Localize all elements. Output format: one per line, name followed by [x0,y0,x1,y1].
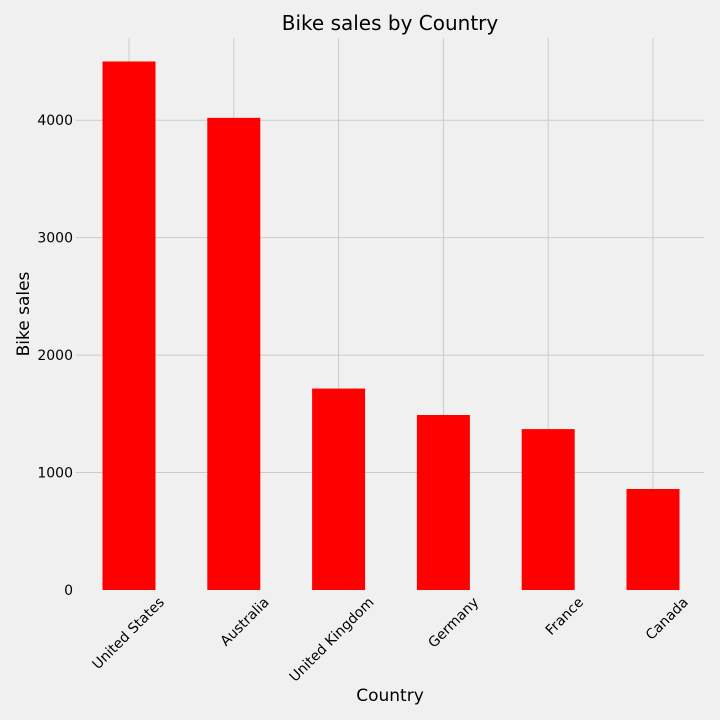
y-tick-label: 2000 [37,348,73,364]
bar-united-states [102,61,156,590]
bar-canada [626,488,680,590]
grid-lines [76,38,704,590]
x-tick-label: France [543,595,587,639]
x-axis-ticks: United States Australia United Kingdom Germ… [89,595,691,686]
y-tick-label: 1000 [37,466,73,482]
chart-title: Bike sales by Country [282,11,499,35]
bar-france [521,429,575,590]
y-tick-label: 4000 [37,113,73,129]
y-tick-label: 0 [64,583,73,599]
bar-united-kingdom [312,388,366,590]
x-tick-label: Canada [643,595,692,644]
x-axis-label: Country [356,686,424,706]
x-tick-label: United Kingdom [287,595,378,686]
y-axis-ticks: 0 1000 2000 3000 4000 [37,113,73,599]
bars [102,61,680,590]
y-axis-label: Bike sales [14,271,34,356]
x-tick-label: Germany [425,595,482,652]
x-tick-label: Australia [218,595,273,650]
bar-germany [416,415,470,590]
y-tick-label: 3000 [37,231,73,247]
bar-australia [207,117,261,590]
x-tick-label: United States [89,595,167,673]
